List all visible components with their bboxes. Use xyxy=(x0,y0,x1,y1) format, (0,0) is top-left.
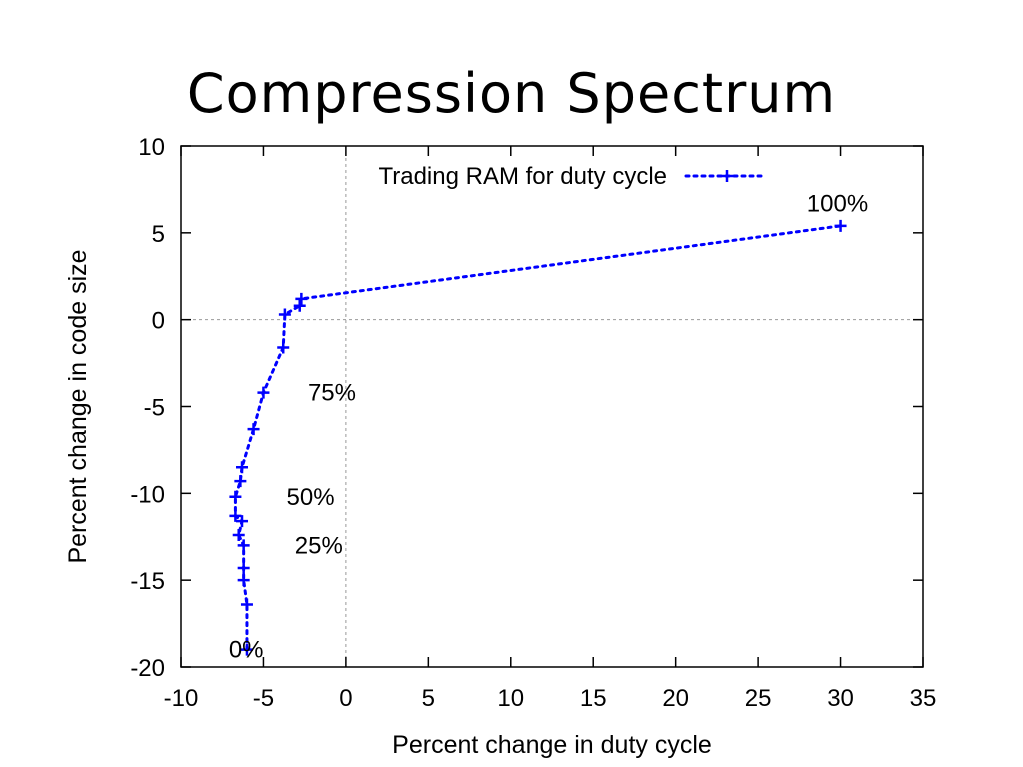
data-point xyxy=(277,341,290,354)
x-tick-label: 0 xyxy=(339,685,352,712)
slide-title: Compression Spectrum xyxy=(186,62,837,125)
series-layer xyxy=(229,219,847,656)
x-axis-label: Percent change in duty cycle xyxy=(392,731,712,759)
data-point xyxy=(237,539,250,552)
data-point xyxy=(293,299,306,312)
plot-frame xyxy=(180,145,924,668)
x-tick-label: 15 xyxy=(580,685,607,712)
y-tick-label: 5 xyxy=(152,221,165,248)
data-point xyxy=(232,529,245,542)
data-point xyxy=(236,461,249,474)
data-point xyxy=(237,562,250,575)
x-tick-label: -10 xyxy=(164,685,199,712)
y-tick-label: -5 xyxy=(144,395,165,422)
annotation-label: 25% xyxy=(295,532,343,559)
x-tick-label: 5 xyxy=(422,685,435,712)
data-point xyxy=(237,574,250,587)
data-point xyxy=(240,598,253,611)
data-point xyxy=(278,308,291,321)
x-tick-label: 30 xyxy=(827,685,854,712)
data-point xyxy=(834,219,847,232)
annotation-label: 0% xyxy=(229,637,264,664)
series-line xyxy=(233,224,843,652)
tick-labels: -10 -5 0 5 10 15 20 25 30 35 -20 -15 -10 -5 0 5 10 xyxy=(130,134,936,712)
legend-label: Trading RAM for duty cycle xyxy=(378,163,667,190)
data-point xyxy=(240,643,253,656)
data-point xyxy=(234,475,247,488)
x-tick-label: 25 xyxy=(745,685,772,712)
legend-marker xyxy=(721,170,733,182)
x-tick-label: 35 xyxy=(910,685,937,712)
data-point xyxy=(229,509,242,522)
y-tick-label: 10 xyxy=(138,134,165,161)
y-tick-label: -20 xyxy=(130,655,165,682)
annotations: 100% 75% 50% 25% 0% xyxy=(229,190,868,663)
y-tick-label: -15 xyxy=(130,568,165,595)
data-point xyxy=(236,515,249,528)
annotation-label: 50% xyxy=(287,484,335,511)
data-point xyxy=(295,292,308,305)
data-point xyxy=(229,490,242,503)
data-point xyxy=(247,423,260,436)
y-axis-label: Percent change in code size xyxy=(64,249,92,563)
legend: Trading RAM for duty cycle xyxy=(378,163,768,190)
axis-ticks xyxy=(180,145,924,668)
zero-reference-lines xyxy=(181,146,923,667)
data-point xyxy=(257,386,270,399)
y-tick-label: 0 xyxy=(152,308,165,335)
x-tick-label: -5 xyxy=(253,685,274,712)
x-tick-label: 20 xyxy=(662,685,689,712)
y-tick-label: -10 xyxy=(130,481,165,508)
annotation-label: 75% xyxy=(308,380,356,407)
x-tick-label: 10 xyxy=(497,685,524,712)
annotation-label: 100% xyxy=(807,190,868,217)
